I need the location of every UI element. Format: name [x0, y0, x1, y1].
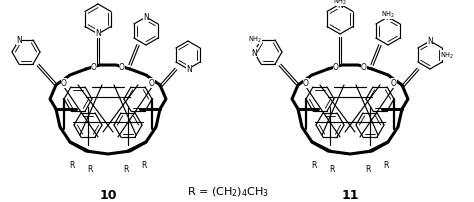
Text: N: N [186, 65, 192, 74]
Text: R: R [329, 165, 335, 174]
Text: R: R [141, 161, 146, 170]
Text: O: O [91, 63, 97, 72]
Text: NH$_2$: NH$_2$ [440, 51, 454, 61]
Text: R = (CH$_2$)$_4$CH$_3$: R = (CH$_2$)$_4$CH$_3$ [187, 184, 269, 198]
Text: R: R [383, 161, 389, 170]
Text: O: O [333, 63, 339, 72]
Text: N: N [251, 48, 257, 57]
Text: NH$_2$: NH$_2$ [333, 0, 347, 7]
Text: N: N [337, 0, 343, 9]
Text: R: R [87, 165, 93, 174]
Text: R: R [69, 161, 75, 170]
Text: O: O [303, 79, 309, 88]
Text: N: N [143, 14, 149, 22]
Text: N: N [427, 37, 433, 46]
Text: R: R [365, 165, 371, 174]
Text: N: N [95, 29, 101, 38]
Text: O: O [391, 79, 397, 88]
Text: NH$_2$: NH$_2$ [381, 10, 395, 20]
Text: 11: 11 [341, 188, 359, 202]
Text: 10: 10 [99, 188, 117, 202]
Text: R: R [311, 161, 317, 170]
Text: O: O [61, 79, 67, 88]
Text: R: R [123, 165, 128, 174]
Text: NH$_2$: NH$_2$ [248, 35, 262, 45]
Text: O: O [361, 63, 367, 72]
Text: O: O [119, 63, 125, 72]
Text: N: N [16, 36, 22, 45]
Text: O: O [149, 79, 155, 88]
Text: N: N [385, 14, 391, 22]
